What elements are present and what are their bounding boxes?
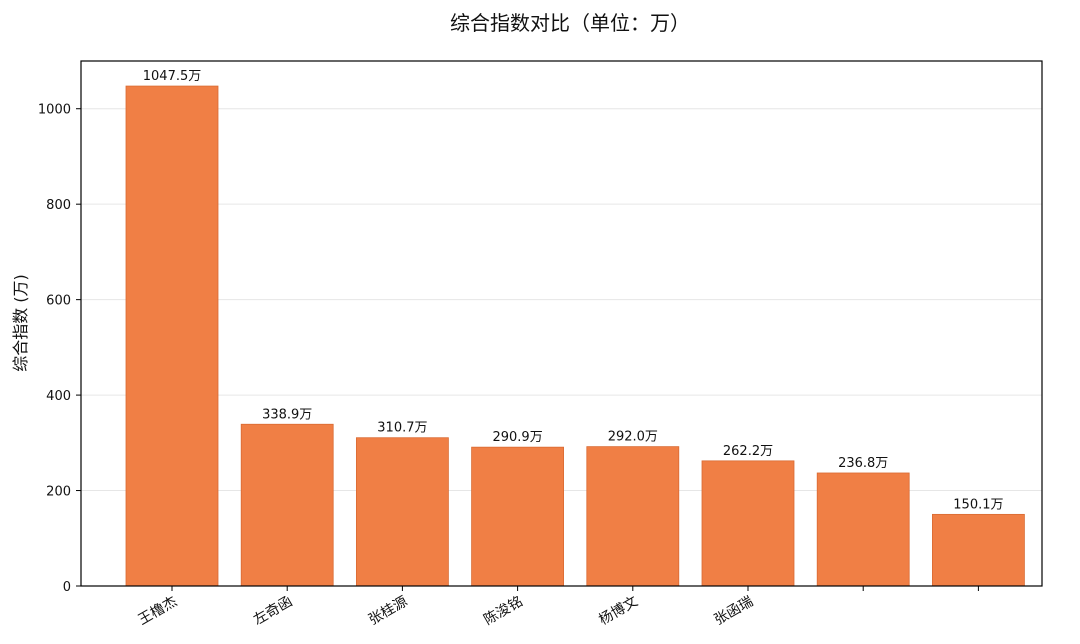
- bar-value-label: 1047.5万: [143, 69, 202, 84]
- y-tick-label: 1000: [38, 103, 71, 118]
- x-tick-label: 杨博文: [596, 593, 641, 629]
- bar: [471, 446, 565, 587]
- plot-frame: [80, 60, 1043, 587]
- y-axis-label: 综合指数 (万): [11, 274, 30, 372]
- bar-value-label: 262.2万: [723, 444, 773, 459]
- bar-value-label: 290.9万: [492, 430, 542, 445]
- bar: [125, 85, 219, 587]
- x-tick-label: 张函瑞: [712, 594, 756, 629]
- y-tick-label: 200: [46, 485, 71, 500]
- bar-value-label: 236.8万: [838, 456, 888, 471]
- bar-value-label: 310.7万: [377, 421, 427, 436]
- bar: [816, 472, 910, 587]
- bar: [240, 423, 334, 587]
- bar: [586, 446, 680, 587]
- x-tick-label: 王橹杰: [136, 594, 180, 629]
- bar-value-label: 338.9万: [262, 407, 312, 422]
- bar: [701, 460, 795, 587]
- x-tick-label: 张桂源: [366, 594, 410, 629]
- y-tick-label: 600: [46, 294, 71, 309]
- bar: [932, 513, 1025, 587]
- gridlines: [81, 108, 1042, 492]
- y-tick-label: 800: [46, 198, 71, 213]
- y-tick-label: 400: [46, 389, 71, 404]
- y-tick-label: 0: [63, 580, 71, 595]
- chart-title: 综合指数对比（单位：万）: [450, 11, 690, 35]
- bars: [125, 85, 1025, 587]
- bar: [355, 437, 449, 587]
- bar-value-label: 292.0万: [608, 430, 658, 445]
- x-tick-label: 左奇函: [250, 593, 295, 629]
- x-tick-label: 陈浚铭: [481, 593, 526, 629]
- bar-value-label: 150.1万: [953, 497, 1003, 512]
- axes: [76, 60, 1043, 591]
